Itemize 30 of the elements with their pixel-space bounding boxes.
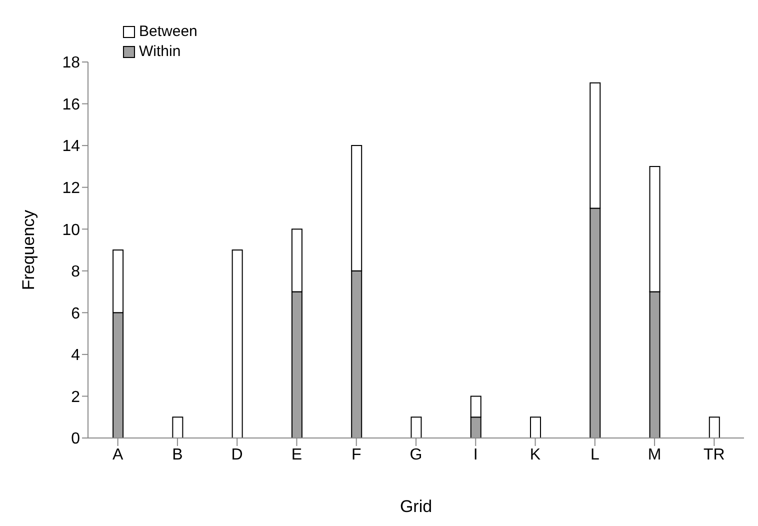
y-tick-label: 16 xyxy=(62,96,80,114)
y-axis-title: Frequency xyxy=(19,209,38,290)
legend-label: Between xyxy=(139,22,198,42)
y-tick-label: 18 xyxy=(62,54,80,72)
bar xyxy=(708,416,720,438)
bar xyxy=(232,250,243,438)
y-tick-label: 14 xyxy=(62,138,80,156)
x-tick-label: M xyxy=(648,446,662,464)
x-tick-label: G xyxy=(410,446,422,464)
x-tick-label: D xyxy=(231,446,243,464)
x-tick-label: I xyxy=(473,446,478,464)
x-tick-label: B xyxy=(172,446,183,464)
y-tick-label: 0 xyxy=(71,430,80,448)
x-tick-label: TR xyxy=(704,446,725,464)
x-tick-label: K xyxy=(530,446,541,464)
x-tick-label: E xyxy=(291,446,302,464)
bar xyxy=(530,416,541,438)
legend-label: Within xyxy=(139,42,181,62)
y-tick-label: 6 xyxy=(71,305,80,322)
x-tick-label: F xyxy=(351,446,362,464)
bar xyxy=(410,416,422,438)
y-tick-label: 4 xyxy=(71,347,80,364)
bar xyxy=(172,416,184,438)
x-tick-label: L xyxy=(590,446,600,464)
x-axis-title: Grid xyxy=(400,497,432,516)
y-tick-label: 12 xyxy=(62,180,80,198)
y-tick-label: 2 xyxy=(71,388,80,406)
y-tick-label: 8 xyxy=(71,264,80,281)
x-tick-label: A xyxy=(112,446,124,464)
y-tick-label: 10 xyxy=(62,222,80,239)
